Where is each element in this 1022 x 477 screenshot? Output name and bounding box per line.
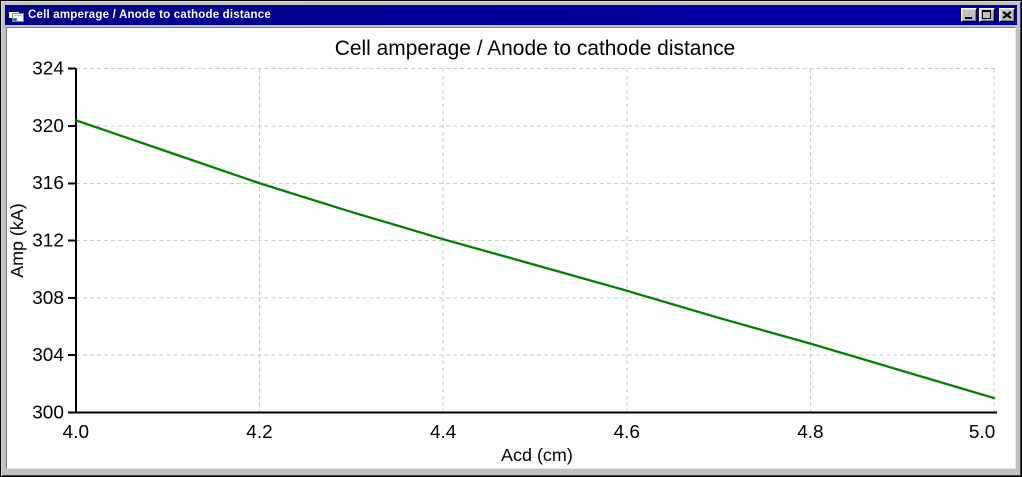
maximize-icon [982,10,991,19]
y-tick-label: 304 [32,345,64,366]
chart-area: 300 304 308 312 316 320 324 4.0 4.2 4.4 4.6 4.8 5.0 C… [6,27,1016,469]
form-window-icon [8,7,24,22]
data-line-cell-amperage [74,119,996,400]
maximize-button[interactable] [979,8,995,22]
y-tick-label: 312 [32,231,64,252]
window-title: Cell amperage / Anode to cathode distanc… [28,9,271,21]
x-tick-label: 4.0 [63,422,89,443]
x-tick-label: 5.0 [969,422,995,443]
titlebar[interactable]: Cell amperage / Anode to cathode distanc… [5,5,1017,25]
chart-title: Cell amperage / Anode to cathode distanc… [335,37,735,60]
y-axis-label: Amp (kA) [7,203,27,277]
close-button[interactable] [999,8,1015,22]
x-axis-label: Acd (cm) [501,445,573,465]
x-tick-label: 4.8 [797,422,823,443]
y-tick-label: 308 [32,288,64,309]
y-tick-label: 324 [32,59,64,80]
minimize-icon [965,17,972,19]
x-tick-label: 4.4 [430,422,456,443]
x-tick-label: 4.2 [246,422,272,443]
close-icon [1002,11,1012,19]
window-controls [961,8,1015,22]
y-tick-label: 320 [32,116,64,137]
chart-canvas: 300 304 308 312 316 320 324 4.0 4.2 4.4 4.6 4.8 5.0 C… [7,37,998,465]
y-tick-label: 316 [32,173,64,194]
minimize-button[interactable] [961,8,977,22]
x-tick-label: 4.6 [614,422,640,443]
y-tick-label: 300 [32,402,64,423]
